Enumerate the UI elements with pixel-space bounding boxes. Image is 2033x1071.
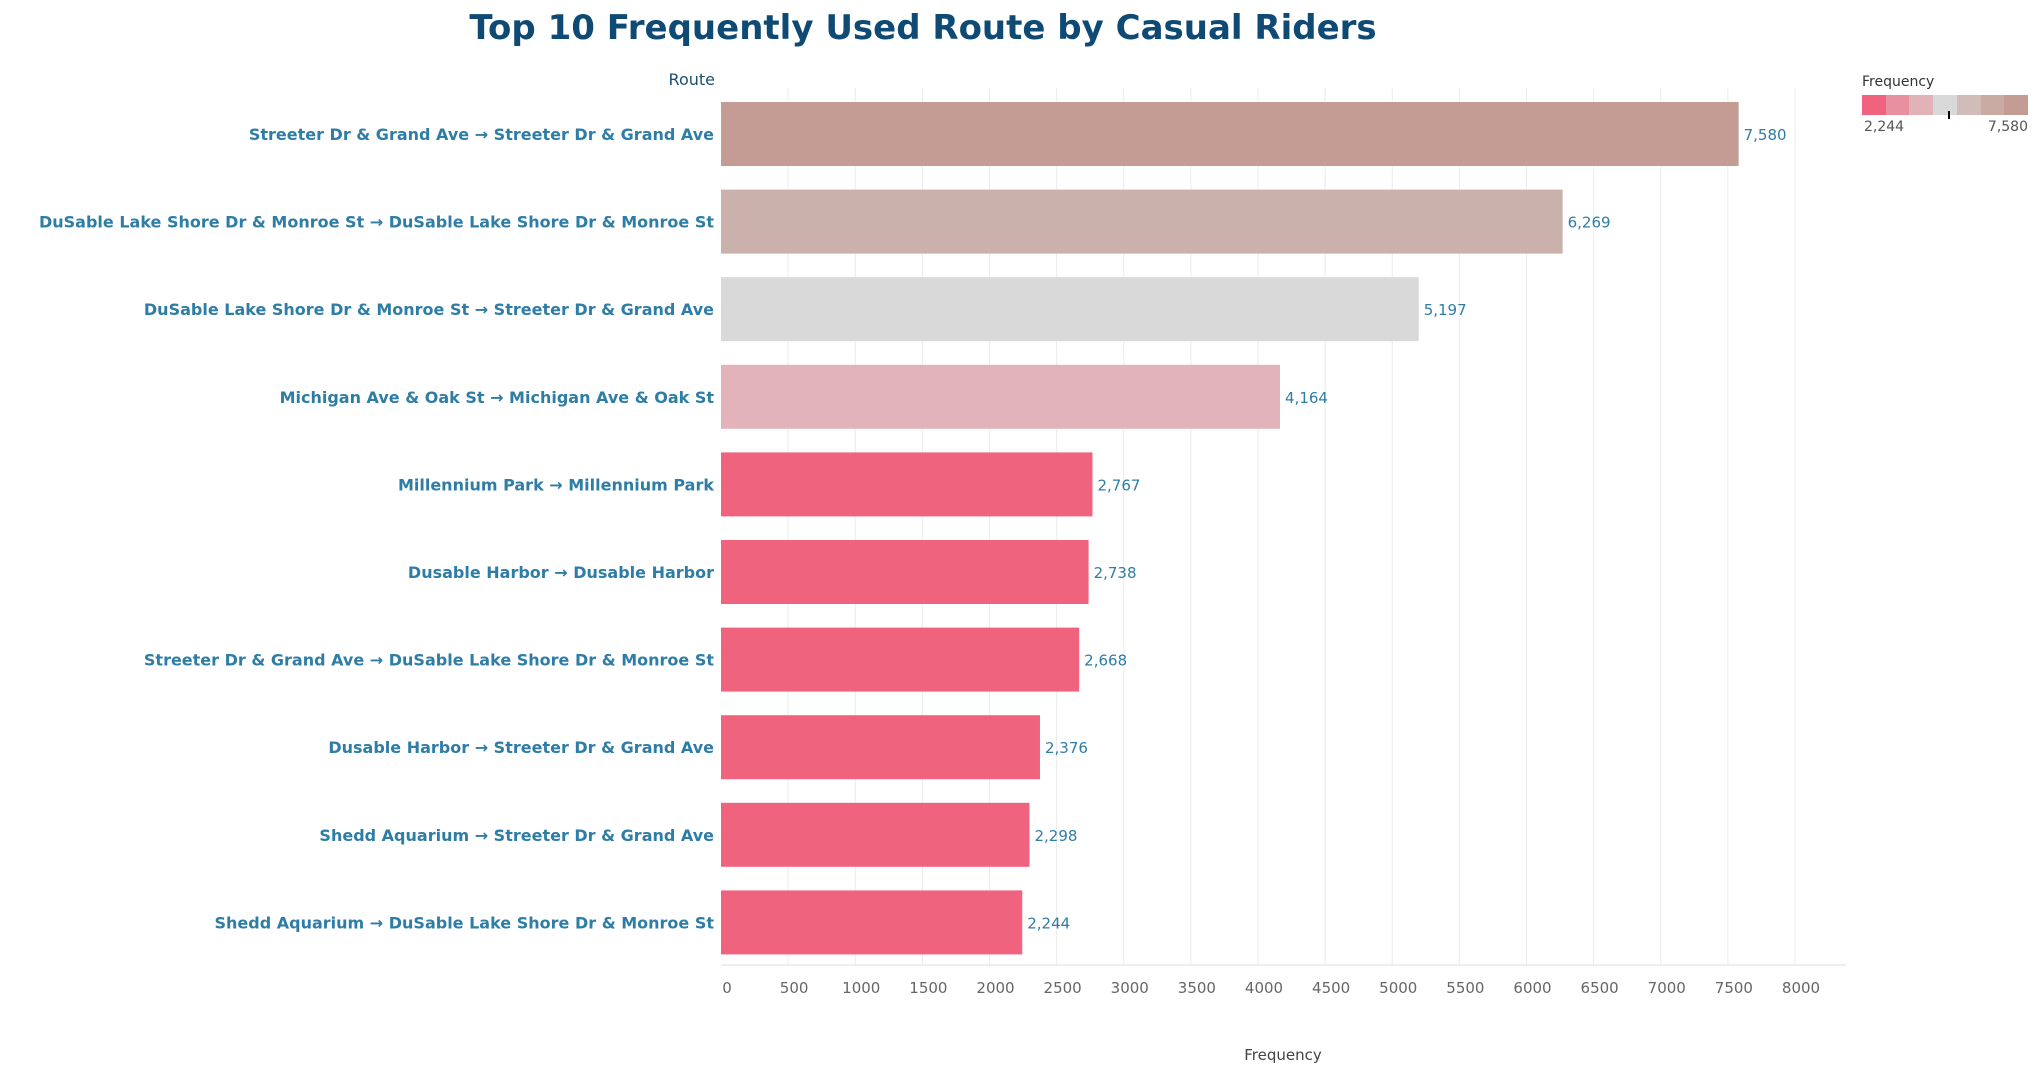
x-tick-label: 3500 [1178, 979, 1216, 997]
route-label: Shedd Aquarium → DuSable Lake Shore Dr &… [215, 913, 715, 932]
legend-swatch [2004, 95, 2029, 115]
legend-swatch [1862, 95, 1886, 115]
route-label: Shedd Aquarium → Streeter Dr & Grand Ave [319, 826, 714, 845]
chart-title: Top 10 Frequently Used Route by Casual R… [469, 8, 1377, 48]
x-tick-label: 6500 [1581, 979, 1619, 997]
legend-swatch [1956, 95, 1981, 115]
bar [721, 452, 1093, 517]
x-tick-label: 5500 [1446, 979, 1484, 997]
x-tick-label: 7500 [1715, 979, 1753, 997]
x-axis-title: Frequency [1244, 1046, 1322, 1064]
route-label: Michigan Ave & Oak St → Michigan Ave & O… [280, 388, 715, 407]
x-tick-label: 3000 [1111, 979, 1149, 997]
bar [721, 715, 1040, 780]
x-tick-label: 0 [722, 979, 732, 997]
x-tick-label: 2000 [976, 979, 1014, 997]
route-label: Dusable Harbor → Streeter Dr & Grand Ave [328, 738, 714, 757]
legend-swatch [1980, 95, 2005, 115]
bar [721, 627, 1080, 692]
data-label: 4,164 [1285, 389, 1328, 407]
data-label: 2,244 [1027, 914, 1070, 932]
legend-swatch [1885, 95, 1910, 115]
data-label: 2,376 [1045, 739, 1088, 757]
x-tick-label: 5000 [1379, 979, 1417, 997]
data-label: 2,298 [1035, 827, 1078, 845]
route-label: Streeter Dr & Grand Ave → DuSable Lake S… [144, 651, 714, 670]
data-label: 2,668 [1084, 652, 1127, 670]
bar [721, 364, 1281, 429]
legend-max-label: 7,580 [1987, 119, 2028, 135]
x-tick-label: 4500 [1312, 979, 1350, 997]
route-label: Dusable Harbor → Dusable Harbor [408, 563, 714, 582]
bar [721, 540, 1089, 604]
data-label: 5,197 [1424, 301, 1467, 319]
data-label: 2,738 [1094, 564, 1137, 582]
bar [721, 890, 1023, 955]
legend-swatch [1933, 95, 1957, 115]
x-tick-label: 2500 [1044, 979, 1082, 997]
route-label: Streeter Dr & Grand Ave → Streeter Dr & … [249, 125, 714, 144]
legend-title: Frequency [1862, 74, 1935, 90]
color-legend: Frequency 2,244 7,580 [1862, 74, 2033, 139]
x-tick-label: 6000 [1513, 979, 1551, 997]
bar [721, 102, 1739, 166]
route-label: DuSable Lake Shore Dr & Monroe St → DuSa… [39, 213, 714, 232]
bar [721, 277, 1419, 342]
data-label: 2,767 [1097, 476, 1140, 494]
legend-marker [1948, 111, 1950, 119]
x-tick-label: 1000 [842, 979, 880, 997]
legend-gradient [1862, 95, 2029, 119]
x-tick-label: 500 [780, 979, 809, 997]
route-label: Millennium Park → Millennium Park [398, 475, 714, 494]
data-label: 7,580 [1744, 126, 1787, 144]
data-label: 6,269 [1568, 214, 1611, 232]
bar [721, 802, 1030, 867]
x-tick-label: 4000 [1245, 979, 1283, 997]
x-tick-label: 8000 [1782, 979, 1820, 997]
bar [721, 189, 1563, 254]
legend-swatch [1909, 95, 1934, 115]
route-label: DuSable Lake Shore Dr & Monroe St → Stre… [144, 300, 714, 319]
legend-min-label: 2,244 [1864, 119, 1905, 135]
row-header: Route [668, 70, 715, 89]
x-tick-label: 7000 [1648, 979, 1686, 997]
x-tick-label: 1500 [909, 979, 947, 997]
